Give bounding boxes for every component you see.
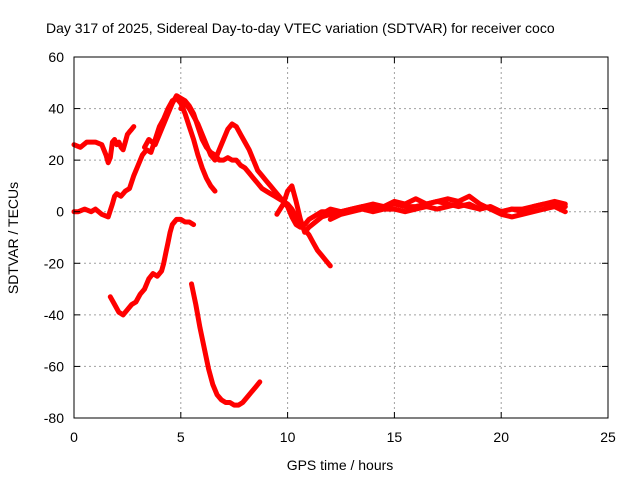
x-tick-label: 10 [280, 429, 296, 445]
x-tick-label: 20 [493, 429, 509, 445]
series-line-arc-e [274, 183, 568, 235]
y-axis-title: SDTVAR / TECUs [5, 182, 21, 294]
y-tick-label: -20 [44, 255, 64, 271]
series-line-arc-a [71, 124, 137, 166]
x-axis-title: GPS time / hours [287, 457, 394, 473]
y-tick-label: -80 [44, 410, 64, 426]
plot-frame [73, 56, 609, 419]
y-tick-label: -40 [44, 307, 64, 323]
tick-group: 0 5 10 15 20 25 -80 -60 -40 -20 0 20 40 60 [44, 49, 616, 445]
x-tick-label: 5 [177, 429, 185, 445]
series-line-arc-g [107, 216, 197, 318]
series-line-arc-f [327, 201, 568, 222]
y-tick-label: 0 [56, 204, 64, 220]
y-tick-label: -60 [44, 358, 64, 374]
series-line-arc-h [189, 281, 263, 408]
y-tick-label: 20 [48, 152, 64, 168]
x-tick-label: 0 [70, 429, 78, 445]
chart-title: Day 317 of 2025, Sidereal Day-to-day VTE… [46, 20, 555, 36]
y-tick-label: 40 [48, 101, 64, 117]
x-tick-label: 25 [600, 429, 616, 445]
series-group [71, 93, 568, 408]
y-tick-label: 60 [48, 49, 64, 65]
series-line-arc-b [71, 95, 218, 220]
x-tick-label: 15 [387, 429, 403, 445]
